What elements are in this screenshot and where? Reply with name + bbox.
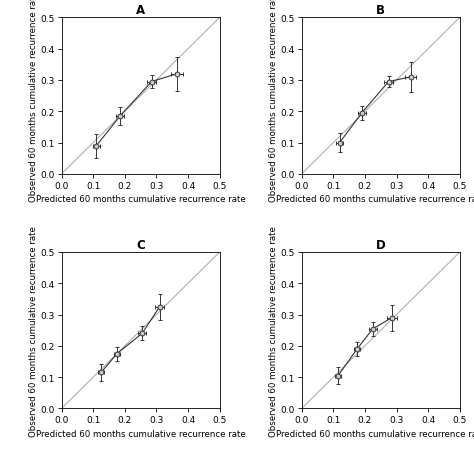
Title: B: B bbox=[376, 4, 385, 17]
Title: D: D bbox=[376, 238, 386, 251]
X-axis label: Predicted 60 months cumulative recurrence rate: Predicted 60 months cumulative recurrenc… bbox=[276, 429, 474, 437]
Title: A: A bbox=[136, 4, 145, 17]
Title: C: C bbox=[136, 238, 145, 251]
X-axis label: Predicted 60 months cumulative recurrence rate: Predicted 60 months cumulative recurrenc… bbox=[276, 195, 474, 203]
X-axis label: Predicted 60 months cumulative recurrence rate: Predicted 60 months cumulative recurrenc… bbox=[36, 429, 246, 437]
Y-axis label: Observed 60 months cumulative recurrence rate: Observed 60 months cumulative recurrence… bbox=[269, 0, 278, 202]
Y-axis label: Observed 60 months cumulative recurrence rate: Observed 60 months cumulative recurrence… bbox=[28, 225, 37, 436]
Y-axis label: Observed 60 months cumulative recurrence rate: Observed 60 months cumulative recurrence… bbox=[28, 0, 37, 202]
X-axis label: Predicted 60 months cumulative recurrence rate: Predicted 60 months cumulative recurrenc… bbox=[36, 195, 246, 203]
Y-axis label: Observed 60 months cumulative recurrence rate: Observed 60 months cumulative recurrence… bbox=[269, 225, 278, 436]
